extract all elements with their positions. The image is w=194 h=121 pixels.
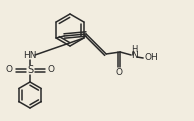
Text: H: H xyxy=(131,45,137,54)
Text: OH: OH xyxy=(144,53,158,63)
Text: HN: HN xyxy=(23,52,37,60)
Text: N: N xyxy=(131,52,138,60)
Text: O: O xyxy=(48,65,55,75)
Text: O: O xyxy=(5,65,12,75)
Text: S: S xyxy=(27,65,33,75)
Text: O: O xyxy=(116,68,123,77)
